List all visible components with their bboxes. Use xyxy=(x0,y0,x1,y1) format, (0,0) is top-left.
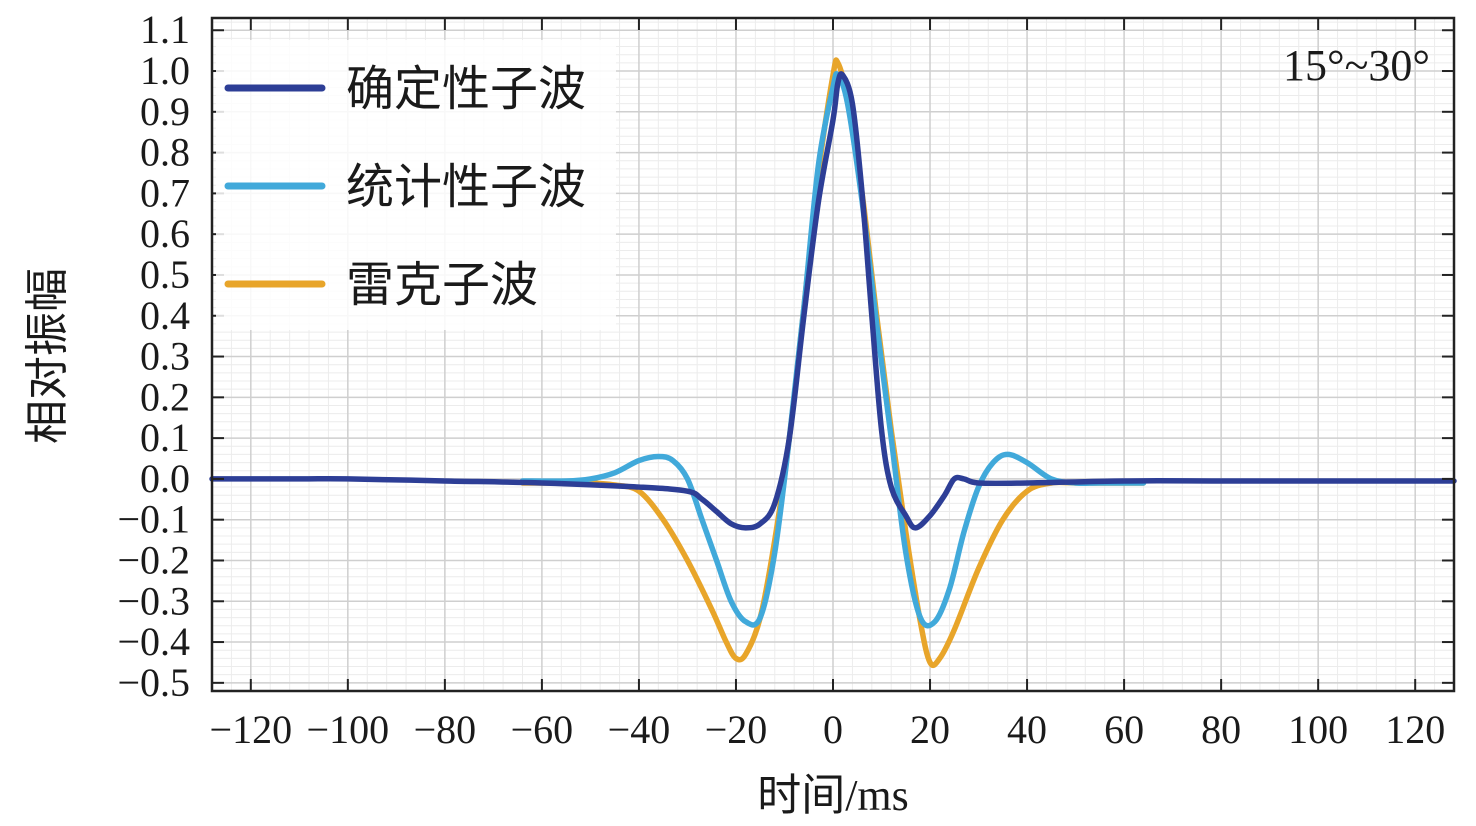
y-tick-label: 0.0 xyxy=(140,456,190,501)
y-tick-label: 0.4 xyxy=(140,293,190,338)
series-lines xyxy=(209,57,1457,669)
y-tick-label: −0.3 xyxy=(117,578,190,623)
x-axis-title: 时间/ms xyxy=(757,771,909,820)
series-line-3 xyxy=(209,71,1457,531)
x-tick-label: −120 xyxy=(210,707,293,752)
y-tick-label: −0.1 xyxy=(117,497,190,542)
x-tick-label: 0 xyxy=(823,707,843,752)
y-tick-label: 0.8 xyxy=(140,130,190,175)
y-tick-label: 1.1 xyxy=(140,7,190,52)
angle-annotation: 15°~30° xyxy=(1283,41,1430,90)
x-tick-label: −40 xyxy=(608,707,671,752)
x-tick-label: −80 xyxy=(414,707,477,752)
y-tick-label: 0.1 xyxy=(140,415,190,460)
y-axis-title: 相对振幅 xyxy=(23,268,72,444)
x-tick-label: −60 xyxy=(511,707,574,752)
y-tick-label: −0.2 xyxy=(117,537,190,582)
y-tick-label: −0.5 xyxy=(117,660,190,705)
series-line-2 xyxy=(519,71,1147,629)
y-tick-label: 1.0 xyxy=(140,48,190,93)
legend-label: 统计性子波 xyxy=(346,161,586,214)
y-tick-label: 0.5 xyxy=(140,252,190,297)
y-tick-label: −0.4 xyxy=(117,619,190,664)
legend-label: 确定性子波 xyxy=(346,63,586,116)
y-tick-labels: 1.11.00.90.80.70.60.50.40.30.20.10.0−0.1… xyxy=(117,7,190,705)
x-tick-label: 120 xyxy=(1385,707,1445,752)
axis-ticks xyxy=(212,18,1454,691)
series-line-1 xyxy=(519,57,1147,669)
x-tick-label: 100 xyxy=(1288,707,1348,752)
legend-label: 雷克子波 xyxy=(346,259,538,312)
y-tick-label: 0.6 xyxy=(140,211,190,256)
x-tick-label: 20 xyxy=(910,707,950,752)
x-tick-label: −20 xyxy=(705,707,768,752)
y-tick-label: 0.9 xyxy=(140,89,190,134)
x-tick-label: 80 xyxy=(1201,707,1241,752)
x-tick-label: 40 xyxy=(1007,707,1047,752)
y-tick-label: 0.3 xyxy=(140,334,190,379)
x-tick-labels: −120 −100 −80 −60 −40 −20 0 20 40 60 80 100 120 xyxy=(210,707,1446,752)
y-tick-label: 0.2 xyxy=(140,374,190,419)
x-tick-label: −100 xyxy=(307,707,390,752)
x-tick-label: 60 xyxy=(1104,707,1144,752)
y-tick-label: 0.7 xyxy=(140,170,190,215)
